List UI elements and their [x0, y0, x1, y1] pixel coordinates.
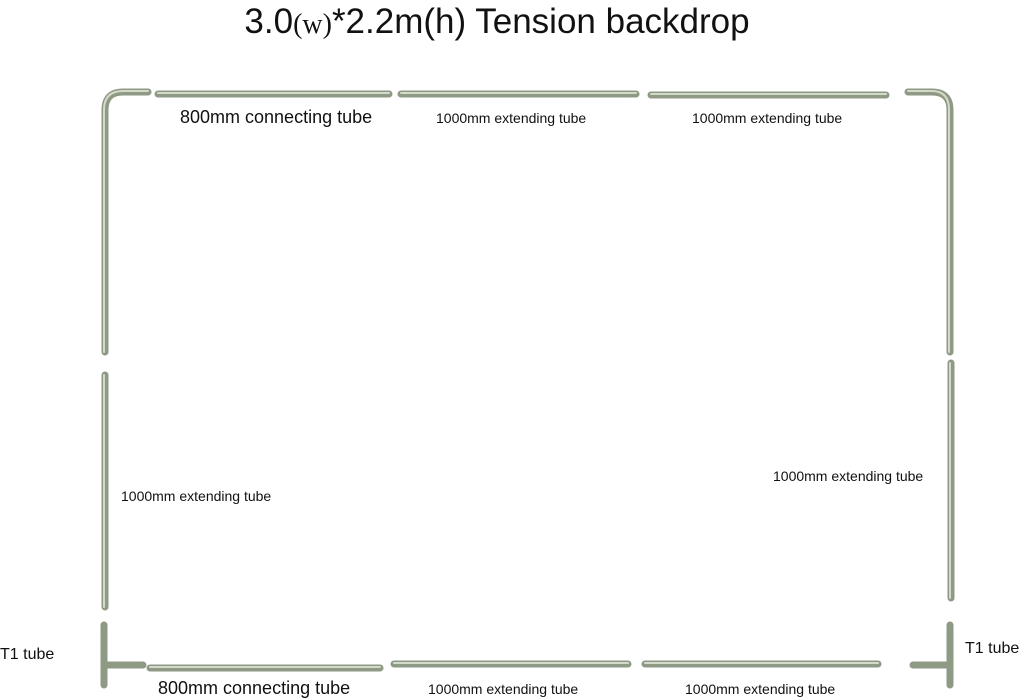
- tubes: [100, 88, 955, 689]
- tube-highlight: [907, 90, 950, 353]
- tube-label: 1000mm extending tube: [121, 488, 272, 504]
- title: 3.0(w)*2.2m(h) Tension backdrop: [0, 2, 994, 45]
- title-part: (w): [293, 9, 332, 40]
- tube-label: T1 tube: [0, 646, 55, 663]
- tube-label: 1000mm extending tube: [436, 110, 587, 126]
- tube-label: 1000mm extending tube: [692, 110, 843, 126]
- t1-tube: [100, 621, 147, 689]
- corner-tube: [904, 88, 954, 356]
- tube-label: 1000mm extending tube: [773, 468, 924, 484]
- tube-label: 1000mm extending tube: [428, 681, 579, 697]
- title-part: *2.2m(h) Tension backdrop: [331, 2, 750, 41]
- title-part: 3.0: [244, 2, 294, 41]
- tube-label: 800mm connecting tube: [180, 107, 373, 127]
- tube-label: 1000mm extending tube: [685, 681, 836, 697]
- tube-label: T1 tube: [965, 640, 1020, 657]
- tube-label: 800mm connecting tube: [158, 678, 351, 698]
- tube-highlight: [103, 90, 149, 353]
- t1-tube: [909, 621, 954, 689]
- corner-tube: [101, 88, 152, 356]
